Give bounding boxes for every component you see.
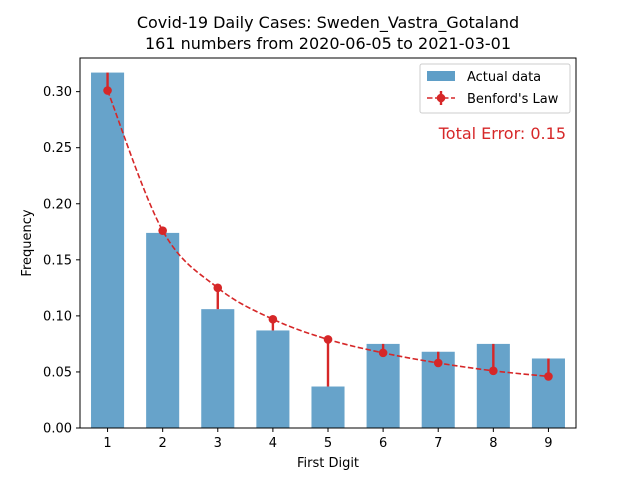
x-axis: 1 2 3 4 5 6 7 8 9 bbox=[103, 428, 553, 451]
x-tick-label: 4 bbox=[269, 436, 277, 451]
legend: Actual data Benford's Law bbox=[419, 63, 571, 114]
bar-digit-5 bbox=[311, 386, 345, 428]
y-tick-label: 0.00 bbox=[43, 422, 72, 437]
y-tick-label: 0.15 bbox=[43, 253, 72, 268]
bar-digit-2 bbox=[146, 232, 180, 428]
x-tick-label: 6 bbox=[379, 436, 387, 451]
legend-box bbox=[419, 63, 571, 114]
benford-marker-digit-5 bbox=[323, 335, 333, 344]
benford-marker-digit-8 bbox=[489, 366, 498, 376]
bar-group bbox=[91, 72, 565, 429]
benford-marker-digit-4 bbox=[268, 314, 278, 324]
x-tick-label: 7 bbox=[434, 436, 442, 451]
benford-marker-digit-2 bbox=[158, 226, 167, 235]
x-tick-label: 3 bbox=[214, 436, 222, 451]
x-axis-label: First Digit bbox=[297, 456, 359, 471]
x-tick-label: 2 bbox=[159, 436, 167, 451]
legend-label-benford: Benford's Law bbox=[467, 92, 559, 107]
legend-label-actual: Actual data bbox=[467, 70, 541, 85]
benford-marker-digit-7 bbox=[433, 358, 443, 368]
legend-bar-swatch bbox=[427, 71, 455, 81]
y-tick-label: 0.30 bbox=[43, 85, 72, 100]
benford-marker-digit-9 bbox=[544, 372, 553, 381]
x-tick-label: 9 bbox=[544, 436, 552, 451]
chart-title-line1: Covid-19 Daily Cases: Sweden_Vastra_Gota… bbox=[137, 13, 519, 33]
benford-marker-digit-1 bbox=[103, 86, 112, 95]
benford-marker-group bbox=[103, 86, 553, 381]
x-tick-label: 5 bbox=[324, 436, 332, 451]
y-tick-label: 0.10 bbox=[43, 309, 72, 324]
bar-digit-6 bbox=[366, 343, 400, 428]
total-error-annotation: Total Error: 0.15 bbox=[438, 124, 566, 143]
bar-digit-1 bbox=[91, 72, 125, 429]
y-axis: 0.00 0.05 0.10 0.15 0.20 0.25 0.30 bbox=[43, 85, 80, 437]
legend-marker-swatch bbox=[436, 93, 446, 103]
benford-marker-digit-3 bbox=[213, 283, 223, 293]
x-tick-label: 1 bbox=[103, 436, 111, 451]
bar-digit-4 bbox=[256, 330, 290, 428]
benford-line bbox=[106, 90, 549, 378]
chart-title-line2: 161 numbers from 2020-06-05 to 2021-03-0… bbox=[145, 34, 511, 53]
y-tick-label: 0.05 bbox=[43, 365, 72, 380]
y-tick-label: 0.25 bbox=[43, 141, 72, 156]
y-axis-label: Frequency bbox=[20, 209, 35, 276]
y-tick-label: 0.20 bbox=[43, 197, 72, 212]
x-tick-label: 8 bbox=[489, 436, 497, 451]
bar-digit-3 bbox=[201, 309, 235, 428]
benford-marker-digit-6 bbox=[378, 348, 388, 358]
